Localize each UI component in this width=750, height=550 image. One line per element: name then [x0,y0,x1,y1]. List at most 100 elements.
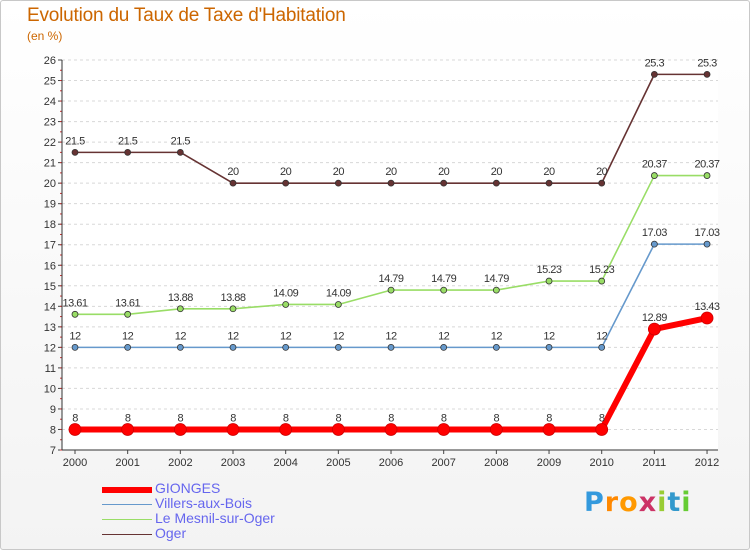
logo-letter: i [657,487,668,518]
data-label: 12 [122,330,134,342]
data-label: 12.89 [642,312,667,324]
data-point [703,172,711,179]
data-point [440,286,448,294]
data-point [387,343,395,351]
data-label: 8 [388,412,394,424]
data-point [71,310,79,318]
data-label: 21.5 [171,135,191,147]
y-tick-label: 23 [44,117,56,129]
x-tick-label: 2012 [695,457,719,469]
data-label: 20 [333,166,345,178]
x-tick-label: 2001 [115,457,139,469]
legend-label: Villers-aux-Bois [155,495,252,511]
data-point [384,423,398,436]
data-point [71,148,79,156]
data-label: 12 [227,330,239,342]
data-point [492,179,500,187]
data-point [282,343,290,351]
data-point [334,301,342,308]
data-label: 20 [491,166,503,178]
logo-letter: x [638,487,658,518]
legend-swatch [102,534,152,535]
data-point [229,343,237,351]
data-point [440,343,448,351]
data-label: 12 [543,330,555,342]
logo-letter: o [619,487,639,518]
data-label: 13.88 [220,292,245,304]
data-label: 8 [125,412,131,424]
data-point [124,310,132,318]
data-point [598,343,606,351]
data-point [124,148,132,156]
data-point [121,423,135,436]
data-point [71,343,79,351]
data-point [282,179,290,187]
legend-swatch [102,504,152,505]
data-label: 13.61 [62,297,87,309]
data-label: 12 [491,330,503,342]
data-point [595,423,609,436]
data-label: 20 [596,166,608,178]
x-tick-label: 2002 [168,457,192,469]
y-tick-label: 21 [44,158,56,170]
data-label: 12 [385,330,397,342]
y-tick-label: 19 [44,199,56,211]
logo-letter: P [584,487,605,518]
data-label: 12 [596,330,608,342]
data-label: 13.88 [168,292,193,304]
data-point [545,277,553,285]
data-point [650,240,658,248]
data-label: 8 [178,412,184,424]
data-point [650,172,658,179]
legend-item-gionges[interactable]: GIONGES [102,480,362,497]
data-label: 12 [280,330,292,342]
data-label: 8 [336,412,342,424]
legend-label: Le Mesnil-sur-Oger [155,510,275,526]
data-point [282,301,290,308]
legend-swatch [102,487,152,493]
legend-label: Oger [155,525,187,541]
y-tick-label: 22 [44,137,56,149]
data-point [124,343,132,351]
data-label: 20.37 [695,159,720,171]
legend-swatch [102,519,152,520]
y-tick-label: 7 [50,445,56,457]
x-tick-label: 2011 [643,457,667,469]
data-point [437,423,451,436]
data-point [229,305,237,313]
x-tick-label: 2009 [537,457,561,469]
data-label: 20 [385,166,397,178]
x-tick-label: 2004 [273,457,297,469]
chart-subtitle: (en %) [27,29,63,43]
x-tick-label: 2010 [589,457,613,469]
data-point [68,423,82,436]
data-label: 14.79 [431,273,456,285]
data-point [229,179,237,187]
data-label: 14.09 [273,287,298,299]
data-label: 21.5 [65,135,85,147]
data-point [176,343,184,351]
data-point [598,277,606,285]
x-tick-label: 2000 [63,457,87,469]
data-point [700,311,714,325]
legend-item-le-mesnil-sur-oger[interactable]: Le Mesnil-sur-Oger [102,510,362,527]
data-label: 8 [599,412,605,424]
legend-item-oger[interactable]: Oger [102,525,362,542]
data-point [703,240,711,248]
data-label: 8 [230,412,236,424]
x-tick-label: 2003 [221,457,245,469]
legend-label: GIONGES [155,480,221,496]
data-point [176,305,184,313]
data-point [542,423,556,436]
legend-item-villers-aux-bois[interactable]: Villers-aux-Bois [102,495,362,512]
y-tick-label: 15 [44,281,56,293]
data-label: 25.3 [645,57,665,69]
data-label: 8 [494,412,500,424]
x-tick-label: 2007 [431,457,455,469]
data-label: 15.23 [537,264,562,276]
data-label: 17.03 [642,227,667,239]
data-label: 12 [438,330,450,342]
data-point [703,70,711,78]
data-label: 17.03 [695,227,720,239]
data-label: 20 [227,166,239,178]
